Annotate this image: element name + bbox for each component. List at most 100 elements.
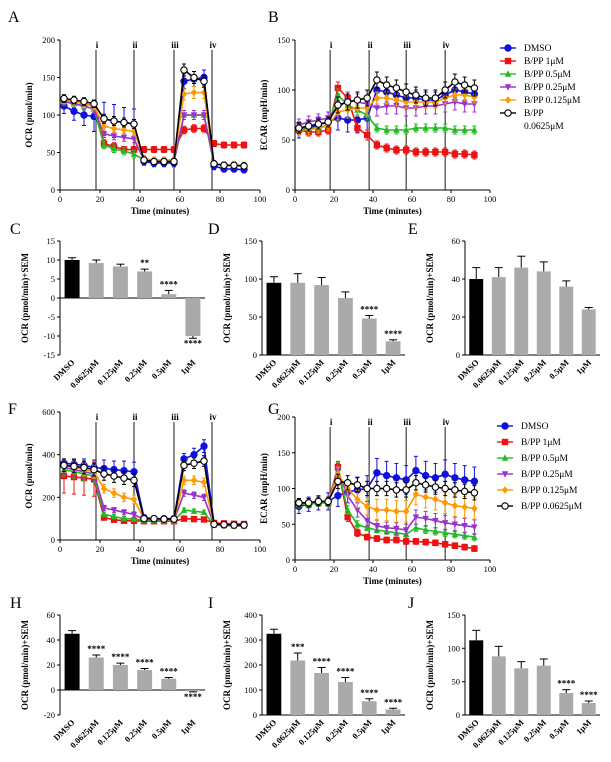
injection-label-iv: iv: [209, 412, 217, 422]
y-tick-label: 0: [253, 710, 257, 720]
bar: [491, 656, 506, 715]
data-point: [140, 514, 148, 523]
data-point: [80, 97, 88, 106]
data-point: [383, 536, 390, 544]
data-point: [110, 489, 118, 497]
injection-label-ii: ii: [368, 417, 374, 427]
legend-label: DMSO: [521, 422, 549, 432]
data-point: [180, 515, 188, 522]
data-point: [90, 100, 98, 108]
y-tick-label: 100: [277, 484, 290, 494]
x-tick-label: 60: [408, 564, 417, 574]
data-point: [373, 124, 381, 131]
data-point: [393, 525, 400, 533]
data-point: [470, 84, 479, 92]
data-point: [451, 521, 459, 528]
category-label: 0.125μM: [296, 357, 326, 387]
injection-label-iv: iv: [443, 417, 451, 427]
panel-letter-E: E: [408, 221, 418, 238]
data-point: [110, 124, 118, 133]
data-point: [180, 461, 188, 470]
chart-A: 0 50 100 150 200 0 20 40 60 80 100 Time (minutes) OC…: [24, 35, 266, 216]
data-point: [470, 489, 479, 497]
data-point: [120, 474, 128, 482]
data-point: [470, 477, 479, 486]
data-point: [422, 515, 429, 523]
significance-label: ****: [580, 690, 599, 700]
data-point: [240, 141, 248, 149]
data-point: [150, 514, 158, 523]
data-point: [200, 88, 208, 97]
data-point: [334, 91, 342, 98]
data-point: [200, 494, 208, 502]
y-tick-label: 200: [277, 412, 290, 422]
data-point: [432, 495, 439, 504]
x-axis-label: Time (minutes): [131, 556, 190, 566]
data-point: [412, 466, 420, 475]
data-point: [412, 124, 420, 131]
legend-bottom: DMSO B/PP 1μM B/PP 0.5μM B/PP 0.25μM B/PP 0.…: [497, 422, 583, 512]
x-axis-label: Time (minutes): [363, 576, 422, 586]
category-label: 0.25μM: [323, 357, 350, 384]
data-point: [441, 86, 449, 94]
legend-marker: [501, 422, 509, 430]
data-point: [373, 105, 381, 112]
injection-label-i: i: [96, 40, 99, 50]
data-point: [393, 96, 400, 104]
y-axis-label: OCR (pmol/min)+SEM: [20, 253, 30, 343]
data-point: [180, 66, 188, 74]
bar: [536, 271, 551, 355]
data-point: [343, 98, 352, 106]
data-point: [382, 81, 391, 89]
data-point: [354, 124, 361, 132]
data-point: [240, 162, 248, 170]
y-tick-label: 60: [47, 610, 56, 620]
data-point: [421, 481, 430, 489]
data-point: [170, 157, 178, 166]
data-point: [422, 493, 429, 501]
legend-label: B/PP 0.5μM: [521, 454, 569, 464]
data-point: [90, 465, 98, 474]
y-tick-label: 150: [277, 448, 290, 458]
category-label: 0.25μM: [122, 357, 149, 384]
data-point: [460, 476, 469, 484]
bar: [112, 266, 128, 298]
data-point: [170, 515, 178, 523]
data-point: [80, 111, 88, 119]
injection-label-iii: iii: [403, 417, 411, 427]
data-point: [190, 73, 198, 82]
bar: [361, 701, 377, 715]
data-point: [354, 507, 361, 514]
data-point: [363, 484, 371, 493]
injection-label-ii: ii: [368, 40, 374, 50]
data-point: [190, 476, 198, 485]
y-tick-label: -10: [44, 331, 55, 341]
data-point: [180, 126, 188, 134]
bar: [314, 285, 329, 355]
y-axis-label: OCR (pmol/min): [24, 443, 34, 508]
bar: [514, 668, 529, 715]
data-point: [402, 538, 410, 545]
y-tick-label: 50: [282, 519, 291, 529]
data-point: [343, 479, 352, 487]
data-point: [412, 148, 420, 156]
legend-marker: [504, 109, 512, 117]
x-tick-label: 20: [330, 194, 339, 204]
x-tick-label: 60: [408, 194, 417, 204]
data-point: [210, 520, 218, 528]
data-point: [334, 477, 342, 486]
bar: [338, 298, 353, 355]
data-point: [402, 527, 410, 534]
data-point: [353, 481, 362, 489]
data-point: [441, 148, 449, 156]
data-point: [190, 125, 198, 132]
x-tick-label: 100: [254, 544, 267, 554]
injection-label-iv: iv: [443, 40, 451, 50]
data-point: [441, 499, 449, 507]
legend-marker: [504, 84, 512, 91]
y-tick-label: 600: [42, 407, 55, 417]
data-point: [220, 520, 228, 529]
injection-label-iii: iii: [171, 412, 179, 422]
data-point: [412, 490, 420, 499]
